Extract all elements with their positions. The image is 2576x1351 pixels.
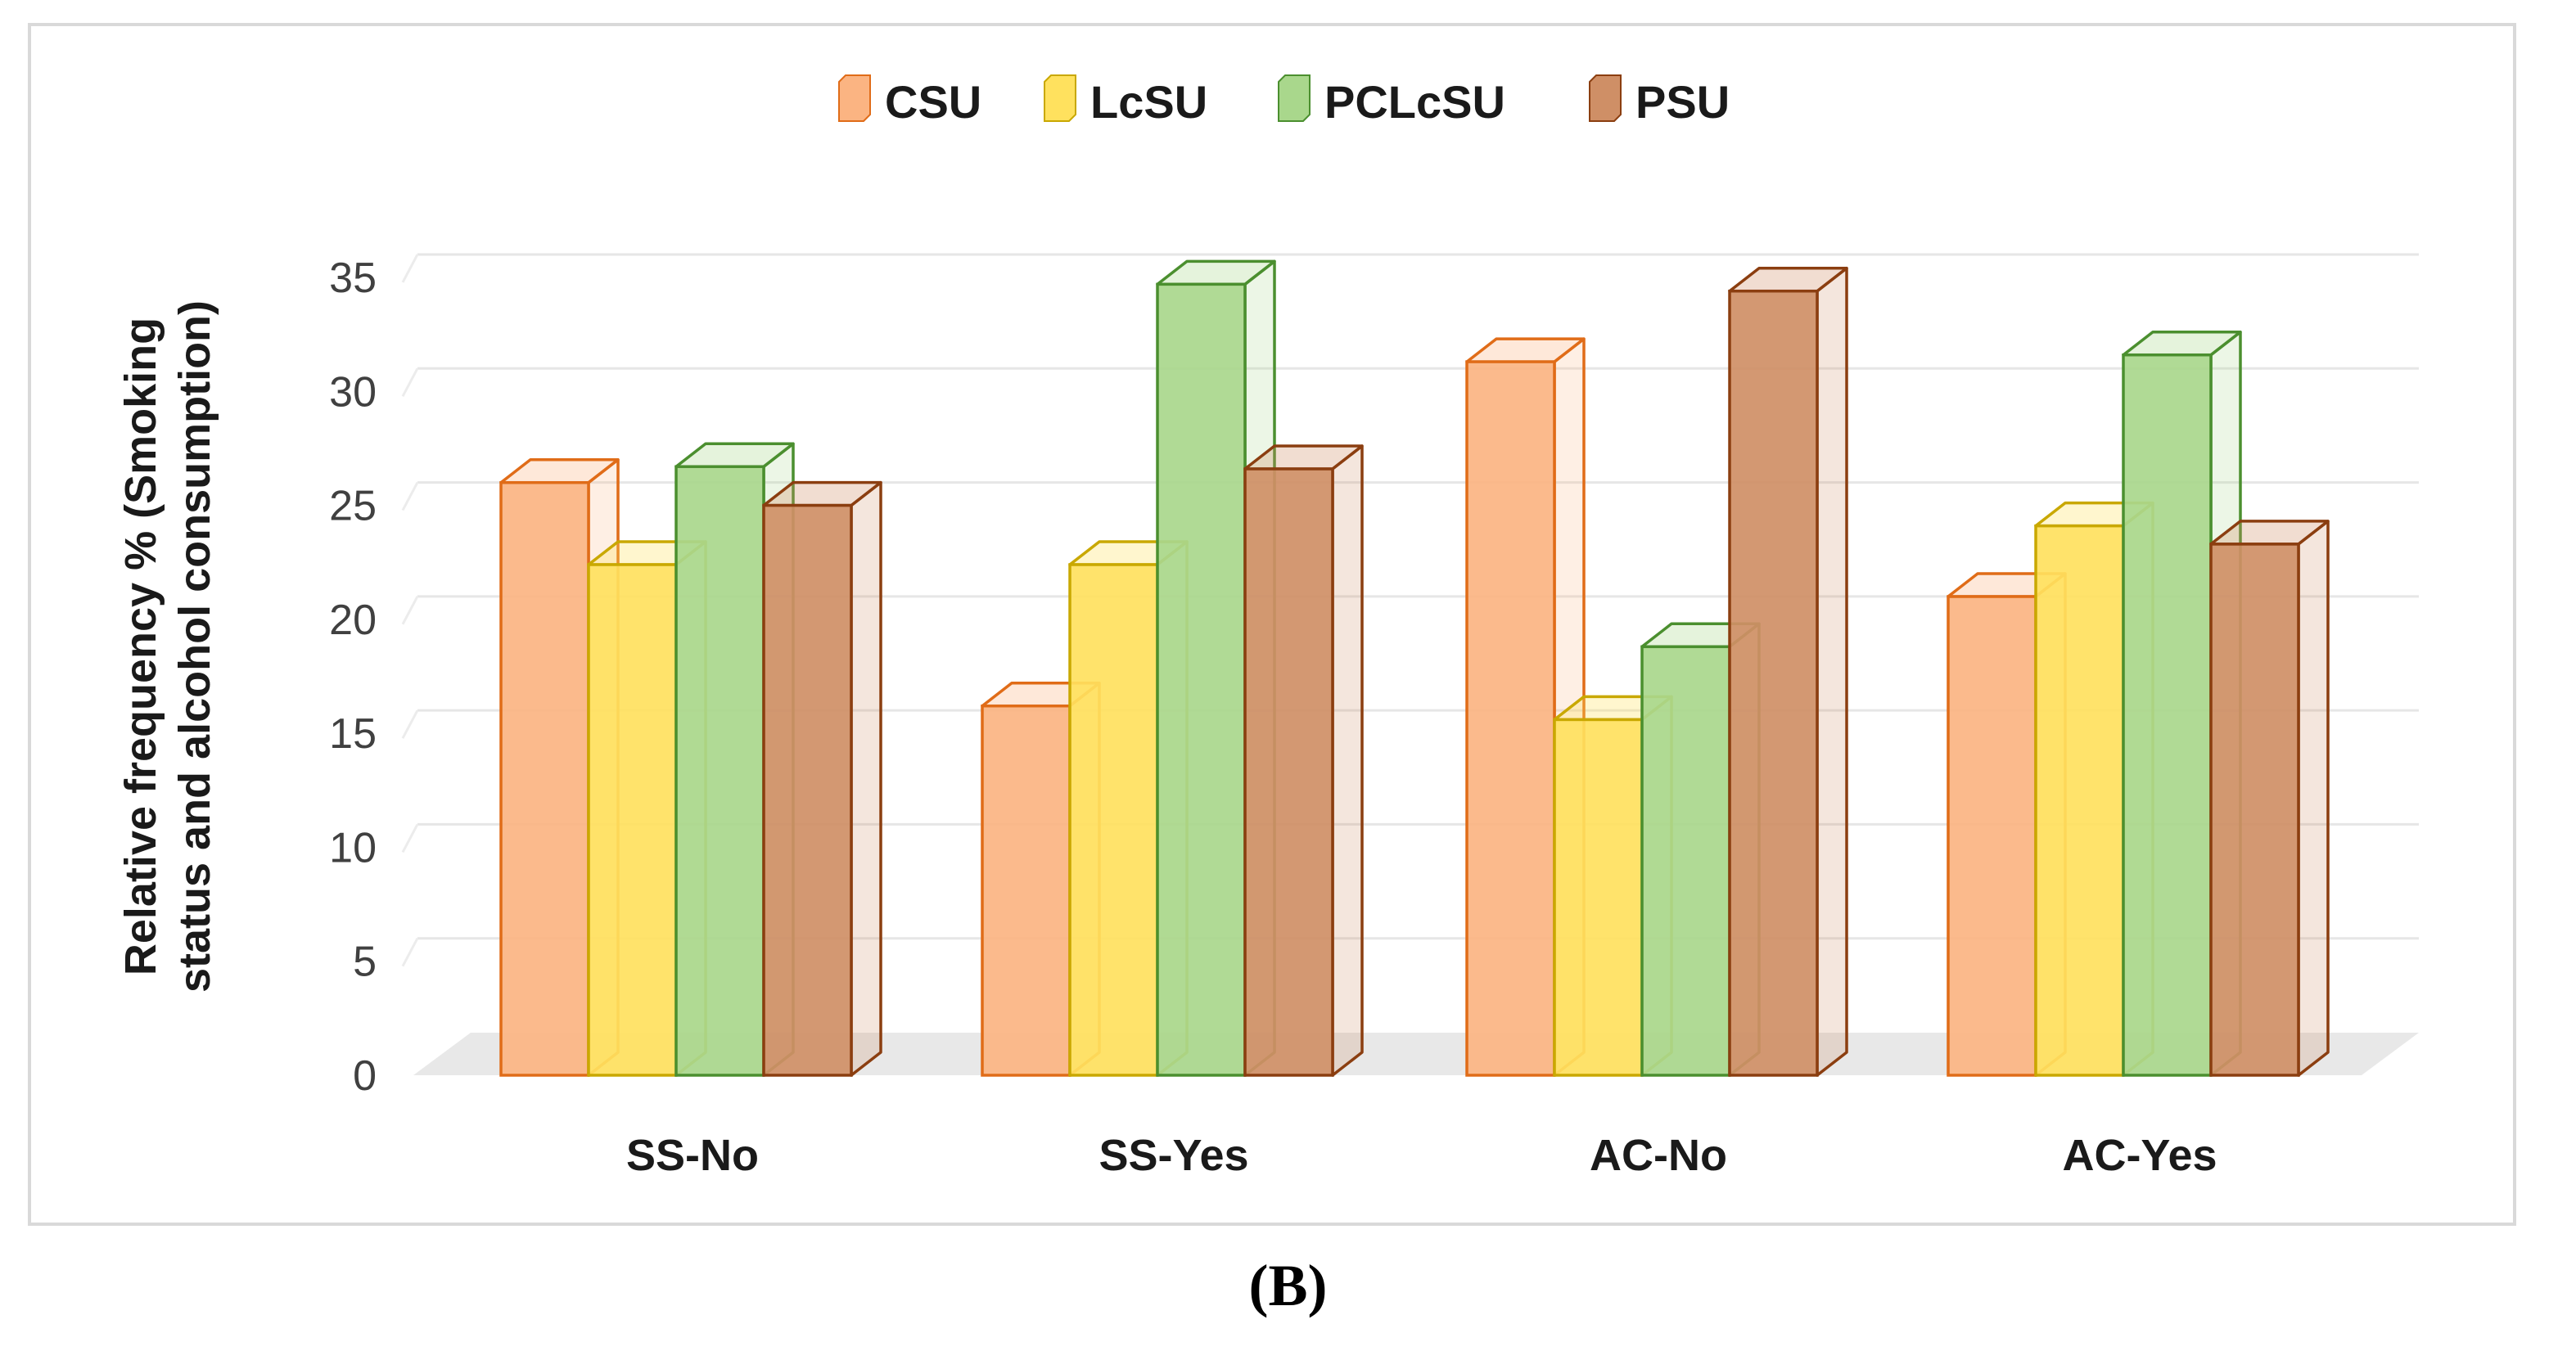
y-tick-label: 30 — [329, 368, 377, 416]
bar-front — [1553, 718, 1644, 1077]
side-gridline — [401, 367, 419, 397]
legend-swatch — [1044, 74, 1076, 122]
legend-swatch — [1278, 74, 1311, 122]
side-gridline — [401, 481, 419, 511]
legend-swatch — [1589, 74, 1622, 122]
x-category-label: AC-Yes — [2062, 1131, 2217, 1180]
bar-SS-No-PSU — [762, 480, 882, 1077]
chart-floor — [413, 1033, 2419, 1075]
bar-side — [1331, 444, 1364, 1077]
x-category-label: AC-No — [1590, 1131, 1727, 1180]
bar-AC-Yes-PSU — [2209, 520, 2330, 1077]
bar-front — [1243, 467, 1334, 1077]
bar-front — [587, 563, 678, 1077]
y-axis-label: Relative frequency % (Smoking status and … — [116, 300, 219, 993]
y-axis-label-line: status and alcohol consumption) — [170, 300, 219, 993]
bar-front — [2122, 353, 2213, 1077]
bar-chart: 0 5 10 15 20 25 30 35 SS-No SS-Yes AC-No AC-Yes Rela… — [116, 74, 2419, 1180]
side-gridline — [401, 709, 419, 739]
x-category-label: SS-Yes — [1099, 1131, 1248, 1180]
legend-label: PCLcSU — [1324, 76, 1505, 128]
y-tick-label: 10 — [329, 824, 377, 871]
bar-side — [1816, 266, 1848, 1077]
bar-front — [499, 480, 590, 1077]
side-gridline — [401, 823, 419, 853]
legend-item-PCLcSU: PCLcSU — [1278, 74, 1505, 128]
bar-front — [1068, 563, 1159, 1077]
legend-label: PSU — [1635, 76, 1730, 128]
bar-front — [762, 503, 853, 1077]
legend: CSU LcSU PCLcSU PSU — [838, 74, 1730, 128]
side-gridline — [401, 596, 419, 625]
y-tick-label: 5 — [353, 939, 377, 986]
bar-front — [2209, 543, 2300, 1077]
bar-side — [850, 480, 882, 1077]
bar-front — [1947, 595, 2037, 1077]
x-category-label: SS-No — [626, 1131, 759, 1180]
legend-label: CSU — [885, 76, 981, 128]
bar-front — [674, 465, 765, 1077]
y-tick-label: 20 — [329, 597, 377, 644]
side-gridline — [401, 938, 419, 967]
legend-swatch — [838, 74, 871, 122]
y-tick-label: 35 — [329, 254, 377, 302]
bar-front — [1728, 289, 1819, 1077]
panel-label: (B) — [1248, 1253, 1328, 1318]
legend-item-CSU: CSU — [838, 74, 981, 128]
legend-item-LcSU: LcSU — [1044, 74, 1207, 128]
bar-front — [1156, 282, 1247, 1077]
y-tick-label: 0 — [353, 1052, 377, 1100]
bar-side — [2297, 520, 2330, 1077]
y-axis-label-line: Relative frequency % (Smoking — [116, 317, 165, 975]
side-gridline — [401, 254, 419, 283]
bar-front — [1465, 360, 1556, 1077]
legend-item-PSU: PSU — [1589, 74, 1730, 128]
bar-AC-No-PSU — [1728, 266, 1848, 1077]
y-tick-label: 25 — [329, 483, 377, 530]
bar-front — [1640, 645, 1731, 1077]
y-tick-label: 15 — [329, 710, 377, 758]
bar-front — [981, 704, 1071, 1077]
bar-front — [2034, 524, 2125, 1077]
bar-SS-Yes-PSU — [1243, 444, 1364, 1077]
legend-label: LcSU — [1090, 76, 1207, 128]
